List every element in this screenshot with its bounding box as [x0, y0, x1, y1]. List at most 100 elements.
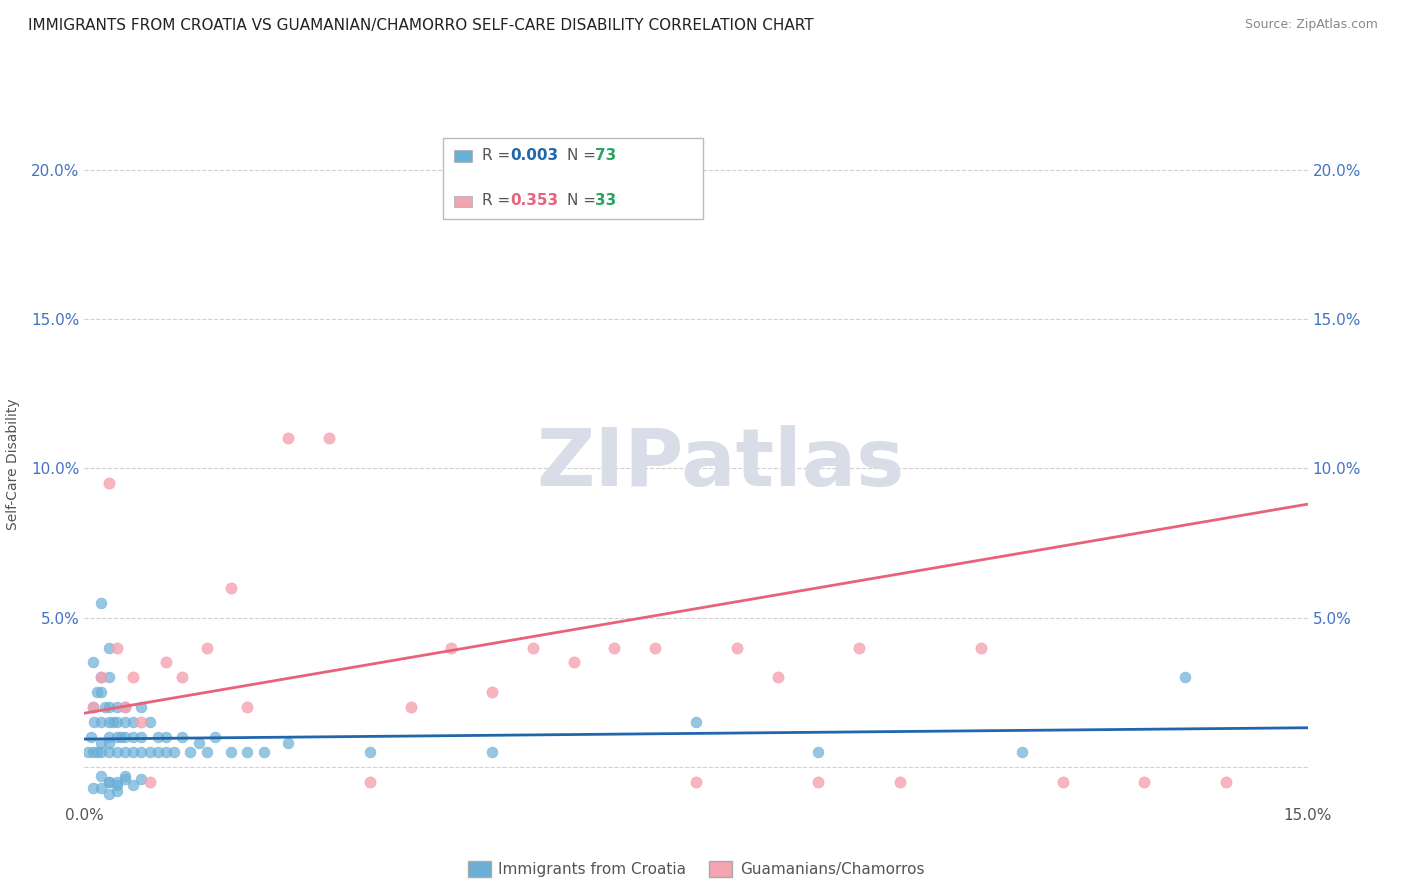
Text: 73: 73 — [595, 147, 616, 162]
Point — [105, 715, 128, 730]
Text: R =: R = — [482, 193, 516, 208]
Point — [97, 787, 120, 801]
Point — [685, 775, 707, 789]
Point — [97, 775, 120, 789]
Point — [97, 640, 120, 655]
Text: Source: ZipAtlas.com: Source: ZipAtlas.com — [1244, 18, 1378, 31]
Point — [318, 432, 340, 446]
Text: N =: N = — [567, 147, 600, 162]
Point — [122, 745, 145, 759]
Text: 33: 33 — [595, 193, 616, 208]
Text: ZIPatlas: ZIPatlas — [536, 425, 904, 503]
Point — [146, 730, 169, 744]
Point — [253, 745, 276, 759]
Point — [86, 745, 108, 759]
Point — [603, 640, 626, 655]
Point — [101, 715, 124, 730]
Point — [1011, 745, 1033, 759]
Point — [766, 670, 789, 684]
Point — [105, 640, 128, 655]
Point — [122, 730, 145, 744]
Point — [80, 730, 103, 744]
Point — [195, 745, 218, 759]
Point — [138, 775, 160, 789]
Point — [236, 700, 259, 714]
Point — [131, 715, 153, 730]
Point — [481, 685, 503, 699]
Point — [90, 780, 112, 795]
Point — [179, 745, 201, 759]
Point — [93, 700, 117, 714]
Point — [90, 685, 112, 699]
Text: N =: N = — [567, 193, 600, 208]
Point — [83, 715, 105, 730]
Point — [848, 640, 870, 655]
Point — [105, 730, 128, 744]
Point — [114, 700, 136, 714]
Point — [82, 780, 104, 795]
Point — [90, 596, 112, 610]
Point — [277, 736, 299, 750]
Point — [236, 745, 259, 759]
Point — [105, 700, 128, 714]
Point — [122, 778, 145, 792]
Point — [97, 775, 120, 789]
Point — [685, 715, 707, 730]
Point — [1215, 775, 1237, 789]
Point — [155, 745, 177, 759]
Point — [97, 476, 120, 491]
Point — [105, 784, 128, 798]
Legend: Immigrants from Croatia, Guamanians/Chamorros: Immigrants from Croatia, Guamanians/Cham… — [461, 855, 931, 883]
Point — [146, 745, 169, 759]
Point — [82, 700, 104, 714]
Point — [1052, 775, 1074, 789]
Point — [105, 775, 128, 789]
Point — [807, 745, 830, 759]
Text: 0.353: 0.353 — [510, 193, 558, 208]
Point — [77, 745, 100, 759]
Point — [90, 715, 112, 730]
Point — [131, 772, 153, 786]
Text: 0.003: 0.003 — [510, 147, 558, 162]
Point — [138, 715, 160, 730]
Point — [82, 656, 104, 670]
Point — [97, 745, 120, 759]
Point — [122, 670, 145, 684]
Point — [105, 745, 128, 759]
Point — [114, 745, 136, 759]
Point — [644, 640, 666, 655]
Point — [86, 685, 108, 699]
Point — [155, 730, 177, 744]
Text: IMMIGRANTS FROM CROATIA VS GUAMANIAN/CHAMORRO SELF-CARE DISABILITY CORRELATION C: IMMIGRANTS FROM CROATIA VS GUAMANIAN/CHA… — [28, 18, 814, 33]
Point — [1174, 670, 1197, 684]
Point — [970, 640, 993, 655]
Point — [105, 778, 128, 792]
Point — [114, 715, 136, 730]
Point — [110, 730, 132, 744]
Point — [163, 745, 186, 759]
Point — [725, 640, 748, 655]
Point — [155, 656, 177, 670]
Point — [138, 745, 160, 759]
Point — [90, 670, 112, 684]
Point — [172, 730, 194, 744]
Point — [1133, 775, 1156, 789]
Point — [90, 745, 112, 759]
Point — [131, 745, 153, 759]
Point — [122, 715, 145, 730]
Point — [90, 670, 112, 684]
Point — [204, 730, 226, 744]
Point — [90, 736, 112, 750]
Point — [187, 736, 209, 750]
Point — [359, 775, 381, 789]
Point — [97, 736, 120, 750]
Point — [97, 715, 120, 730]
Point — [562, 656, 585, 670]
Point — [114, 700, 136, 714]
Point — [277, 432, 299, 446]
Point — [219, 745, 242, 759]
Point — [114, 730, 136, 744]
Point — [97, 670, 120, 684]
Point — [97, 700, 120, 714]
Point — [807, 775, 830, 789]
